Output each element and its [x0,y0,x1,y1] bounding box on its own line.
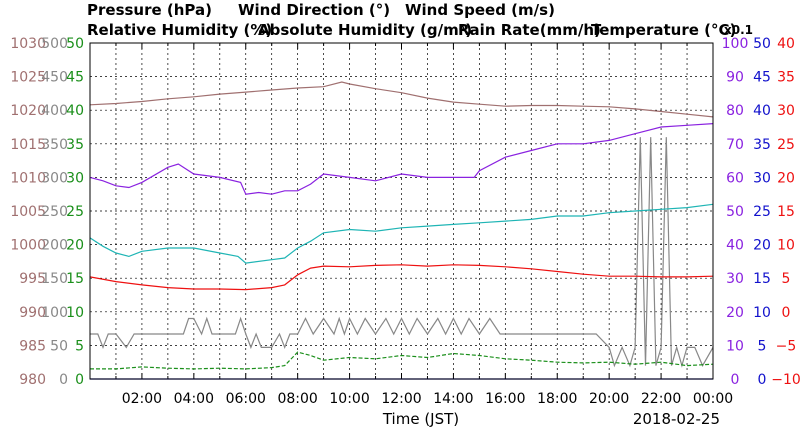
y-tick-label-rain-rate: 10 [753,305,771,321]
y-tick-label-wind-speed: 25 [66,204,84,220]
y-tick-label-humidity: 10 [726,338,744,354]
x-tick-label: 18:00 [537,391,577,407]
y-tick-label-wind-speed: 30 [66,170,84,186]
y-tick-label-wind-direction: 450 [41,70,68,86]
y-tick-label-wind-direction: 500 [41,36,68,52]
y-tick-label-humidity: 20 [726,305,744,321]
y-tick-label-pressure: 1030 [10,36,46,52]
y-tick-label-pressure: 990 [19,305,46,321]
x-tick-label: 02:00 [122,391,162,407]
y-tick-label-rain-rate: 0 [758,372,767,388]
y-tick-label-pressure: 1010 [10,170,46,186]
y-tick-label-wind-direction: 300 [41,170,68,186]
y-tick-label-wind-speed: 20 [66,238,84,254]
y-tick-label-rain-rate: 15 [753,271,771,287]
y-tick-label-pressure: 1015 [10,137,46,153]
y-tick-label-temperature: 0 [782,305,791,321]
x-tick-label: 10:00 [329,391,369,407]
plot-frame [89,42,714,380]
x-tick-label: 14:00 [433,391,473,407]
x-axis-title: Time (JST) [382,410,459,428]
y-tick-label-pressure: 1025 [10,70,46,86]
y-tick-label-rain-rate: 40 [753,103,771,119]
y-tick-label-pressure: 995 [19,271,46,287]
y-tick-label-rain-rate: 50 [753,36,771,52]
grid [89,43,714,379]
chart-date: 2018-02-25 [633,410,720,428]
y-tick-label-wind-speed: 35 [66,137,84,153]
legend-rain-rate: Rain Rate(mm/h) [458,21,601,39]
y-tick-label-humidity: 60 [726,170,744,186]
series-line-wind-speed [90,351,714,370]
series-line-wind-direction [90,137,714,368]
y-tick-label-temperature: 15 [777,204,795,220]
y-tick-label-rain-rate: 20 [753,238,771,254]
y-tick-label-pressure: 985 [19,338,46,354]
y-tick-label-rain-rate: 5 [758,338,767,354]
x-tick-label: 12:00 [381,391,421,407]
y-tick-label-humidity: 50 [726,204,744,220]
y-tick-label-pressure: 1000 [10,238,46,254]
y-tick-label-wind-direction: 150 [41,271,68,287]
y-tick-label-temperature: 5 [782,271,791,287]
series-line-pressure [89,81,714,118]
y-tick-label-rain-rate: 25 [753,204,771,220]
y-tick-label-wind-speed: 5 [75,338,84,354]
y-tick-label-wind-direction: 50 [50,338,68,354]
y-tick-label-rain-rate: 30 [753,170,771,186]
y-tick-label-temperature: 10 [777,238,795,254]
y-tick-label-humidity: 30 [726,271,744,287]
y-tick-label-wind-direction: 350 [41,137,68,153]
y-tick-label-wind-speed: 15 [66,271,84,287]
y-tick-label-temperature: −10 [771,372,800,388]
y-tick-label-pressure: 1005 [10,204,46,220]
y-tick-label-temperature: 25 [777,137,795,153]
series-line-temperature [89,264,714,291]
y-tick-label-temperature: 40 [777,36,795,52]
y-tick-label-humidity: 100 [722,36,749,52]
legend-relative-humidity: Relative Humidity (%) [87,21,273,39]
y-tick-label-temperature: 30 [777,103,795,119]
y-tick-label-humidity: 70 [726,137,744,153]
y-tick-label-wind-speed: 40 [66,103,84,119]
y-tick-label-pressure: 980 [19,372,46,388]
y-tick-label-wind-direction: 100 [41,305,68,321]
y-tick-label-wind-speed: 50 [66,36,84,52]
y-tick-label-humidity: 0 [731,372,740,388]
y-tick-label-rain-rate: 35 [753,137,771,153]
x-tick-label: 06:00 [226,391,266,407]
y-tick-label-humidity: 90 [726,70,744,86]
y-tick-label-temperature: 35 [777,70,795,86]
x-tick-label: 08:00 [277,391,317,407]
y-tick-label-wind-speed: 45 [66,70,84,86]
x-tick-label: 20:00 [589,391,629,407]
y-tick-label-temperature: 20 [777,170,795,186]
tick-labels: 02:00 04:00 06:00 08:00 10:00 12:00 14:00 16:00… [10,36,800,407]
x-tick-label: 04:00 [174,391,214,407]
y-tick-label-pressure: 1020 [10,103,46,119]
x-tick-label: 22:00 [641,391,681,407]
series-line-absolute-humidity [89,203,714,264]
y-tick-label-wind-direction: 250 [41,204,68,220]
legend-temperature: Temperature (°C) [591,21,737,39]
y-tick-label-wind-direction: 200 [41,238,68,254]
y-tick-label-wind-speed: 0 [75,372,84,388]
y-tick-label-wind-direction: 400 [41,103,68,119]
legend-wind-direction: Wind Direction (°) [238,1,391,19]
y-tick-label-humidity: 80 [726,103,744,119]
legend-abs-humidity-scale: x0.1 [724,23,753,37]
legend-wind-speed: Wind Speed (m/s) [405,1,555,19]
legend-absolute-humidity: Absolute Humidity (g/m³) [258,21,473,39]
y-tick-label-wind-direction: 0 [59,372,68,388]
y-tick-label-rain-rate: 45 [753,70,771,86]
x-tick-label: 16:00 [485,391,525,407]
y-tick-label-humidity: 40 [726,238,744,254]
legend-pressure: Pressure (hPa) [87,1,212,19]
x-tick-label: 00:00 [693,391,733,407]
y-tick-label-temperature: −5 [776,338,797,354]
series-line-relative-humidity [89,123,714,195]
y-tick-label-wind-speed: 10 [66,305,84,321]
